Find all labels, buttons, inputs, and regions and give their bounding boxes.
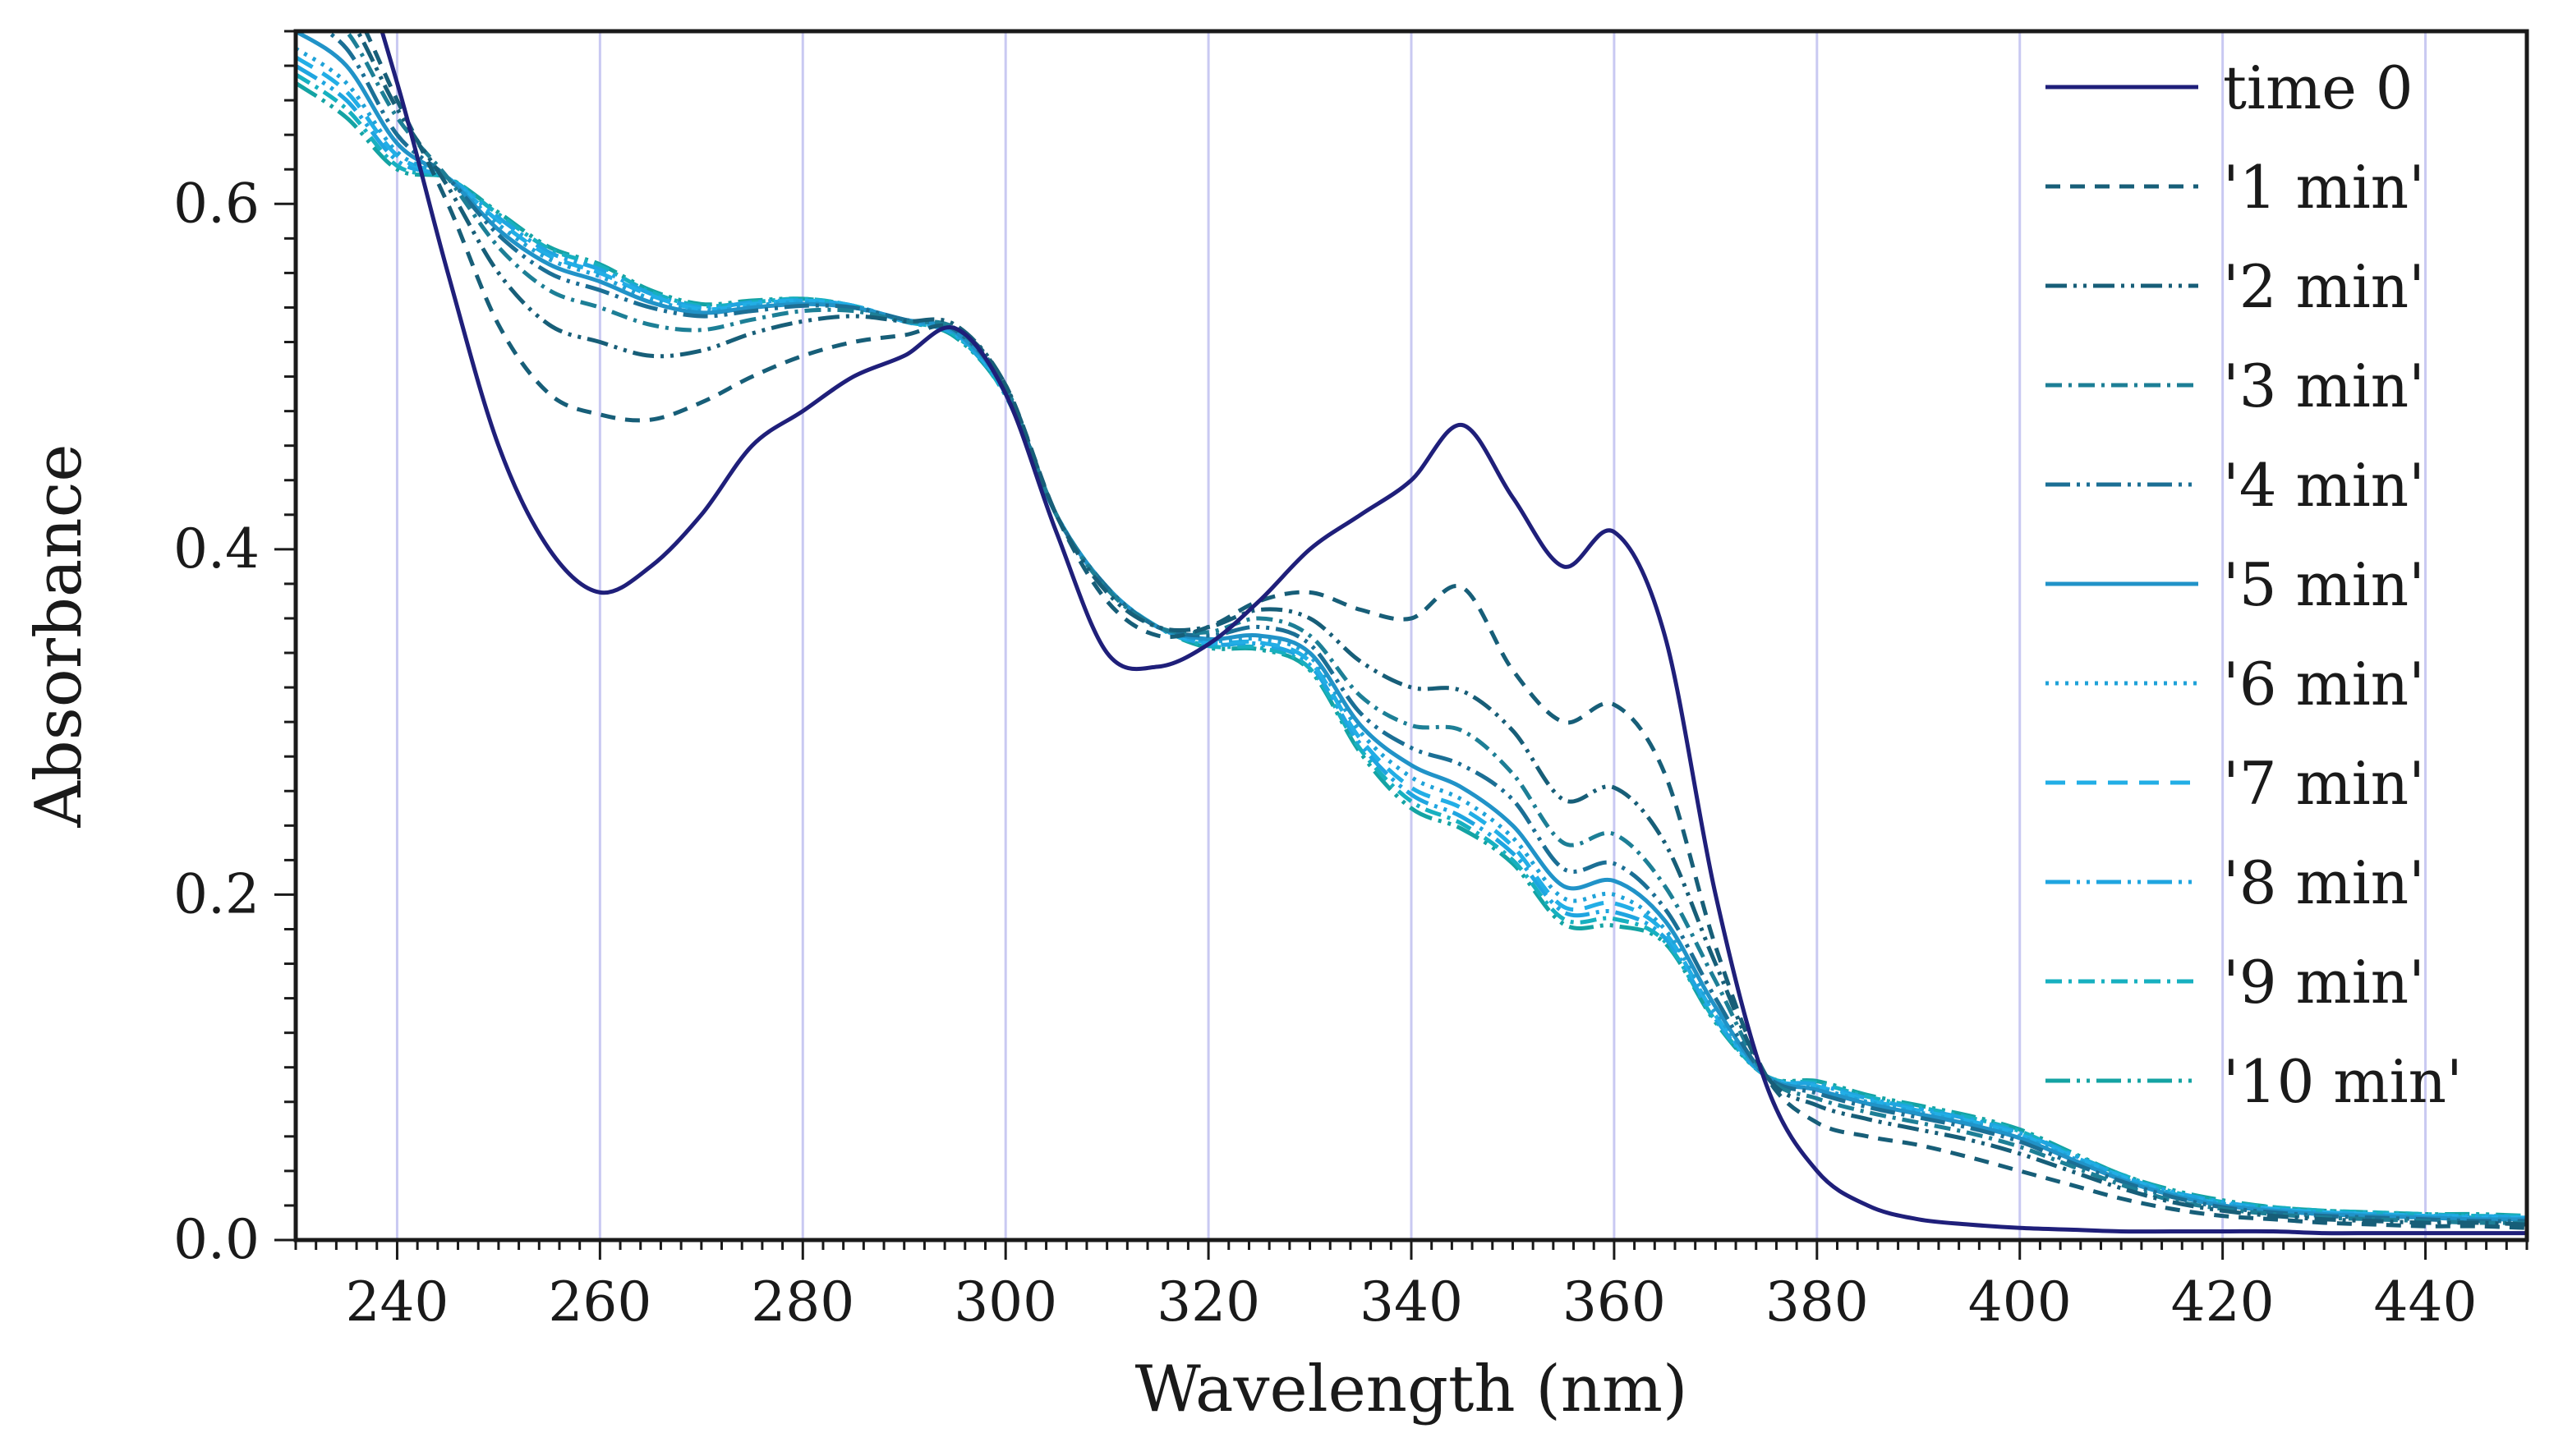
y-tick-label: 0.4 bbox=[173, 517, 260, 581]
series-lines bbox=[296, 31, 2527, 1236]
y-tick-label: 0.2 bbox=[173, 862, 260, 926]
legend-label-1: '1 min' bbox=[2223, 153, 2425, 222]
legend-label-4: '4 min' bbox=[2223, 451, 2425, 520]
x-tick-label: 260 bbox=[548, 1270, 651, 1334]
legend-label-2: '2 min' bbox=[2223, 252, 2425, 321]
grid bbox=[395, 31, 2427, 1240]
series-line-6 bbox=[296, 46, 2527, 1222]
series-line-3 bbox=[343, 31, 2527, 1225]
legend-label-3: '3 min' bbox=[2223, 351, 2425, 420]
legend-label-8: '8 min' bbox=[2223, 848, 2425, 917]
x-tick-label: 280 bbox=[751, 1270, 854, 1334]
legend-label-5: '5 min' bbox=[2223, 550, 2425, 619]
x-axis-title: Wavelength (nm) bbox=[1135, 1353, 1688, 1426]
x-tick-label: 440 bbox=[2374, 1270, 2478, 1334]
x-tick-label: 400 bbox=[1968, 1270, 2072, 1334]
series-line-0 bbox=[380, 31, 2527, 1236]
series-line-8 bbox=[296, 64, 2527, 1220]
series-line-1 bbox=[363, 31, 2527, 1230]
x-tick-label: 300 bbox=[954, 1270, 1057, 1334]
x-tick-label: 420 bbox=[2171, 1270, 2275, 1334]
y-axis-title: Absorbance bbox=[22, 443, 96, 828]
x-tick-label: 240 bbox=[345, 1270, 449, 1334]
legend-label-9: '9 min' bbox=[2223, 948, 2425, 1017]
legend-label-6: '6 min' bbox=[2223, 650, 2425, 719]
x-tick-label: 340 bbox=[1360, 1270, 1463, 1334]
legend-label-0: time 0 bbox=[2223, 53, 2413, 122]
series-line-4 bbox=[323, 31, 2527, 1224]
legend: time 0 '1 min' '2 min' '3 min' '4 min' '5 min… bbox=[2045, 53, 2463, 1116]
axes: 240 260 280 300 320 340 360 380 400 420 440 0.0 0.2 0… bbox=[173, 30, 2528, 1334]
series-line-2 bbox=[355, 31, 2527, 1227]
legend-label-10: '10 min' bbox=[2223, 1047, 2463, 1116]
legend-label-7: '7 min' bbox=[2223, 749, 2425, 818]
y-tick-label: 0.6 bbox=[173, 172, 260, 235]
x-tick-label: 360 bbox=[1562, 1270, 1666, 1334]
x-tick-label: 320 bbox=[1157, 1270, 1260, 1334]
x-tick-label: 380 bbox=[1765, 1270, 1869, 1334]
y-tick-label: 0.0 bbox=[173, 1208, 260, 1271]
